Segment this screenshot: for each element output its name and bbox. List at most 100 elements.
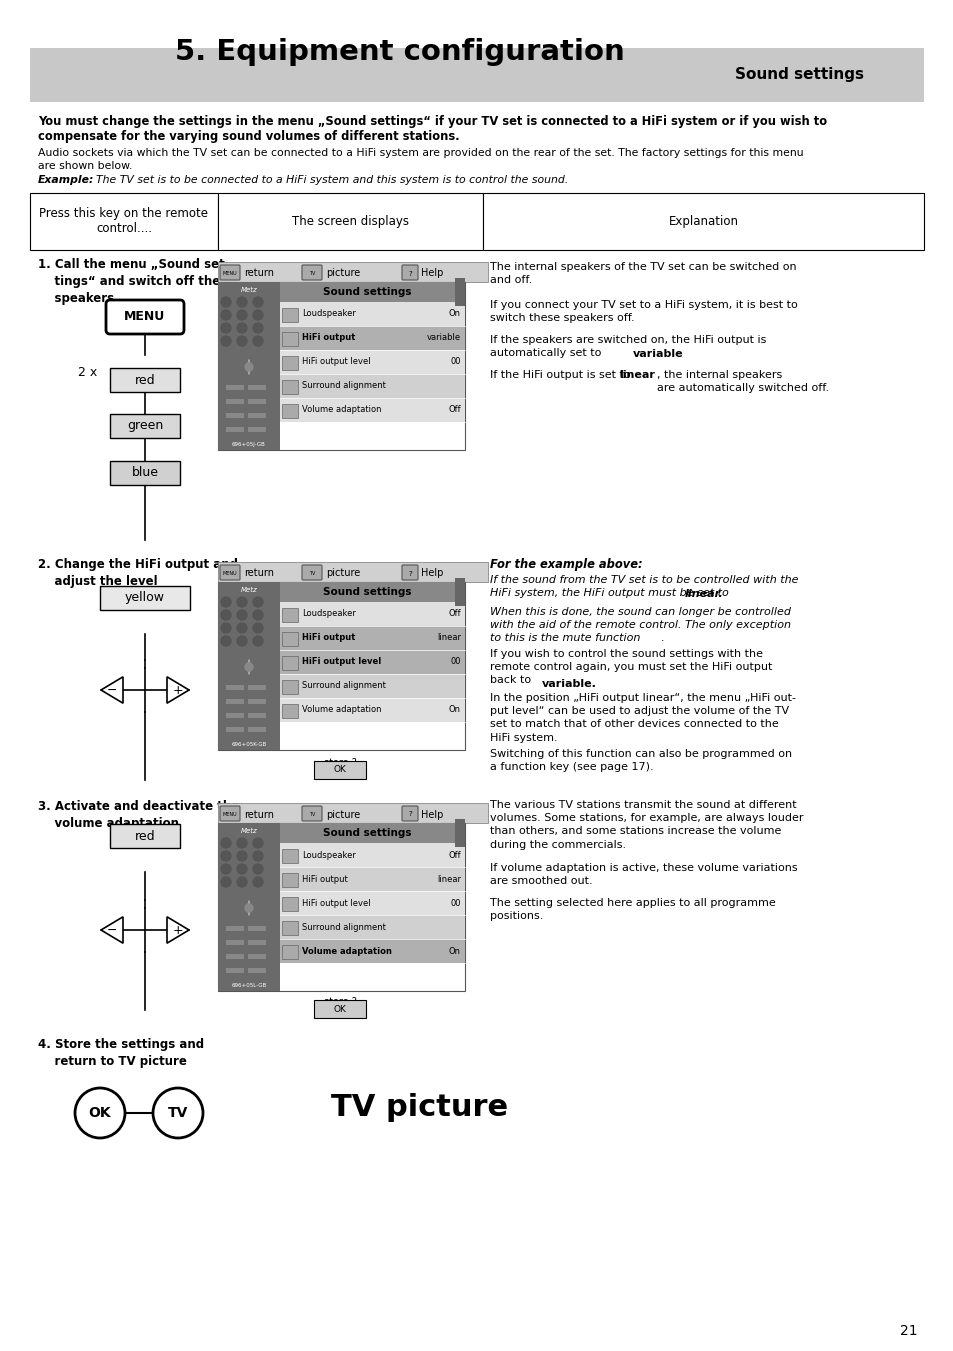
Text: 696+05K-GB: 696+05K-GB bbox=[232, 742, 266, 747]
Bar bbox=[282, 897, 297, 911]
Circle shape bbox=[253, 865, 263, 874]
Text: For the example above:: For the example above: bbox=[490, 558, 642, 571]
Text: If volume adaptation is active, these volume variations
are smoothed out.: If volume adaptation is active, these vo… bbox=[490, 863, 797, 886]
Bar bbox=[455, 278, 464, 305]
Bar bbox=[110, 824, 180, 848]
Bar bbox=[226, 712, 244, 717]
Circle shape bbox=[221, 611, 231, 620]
Circle shape bbox=[221, 865, 231, 874]
FancyBboxPatch shape bbox=[314, 1000, 366, 1019]
Text: return: return bbox=[244, 269, 274, 278]
Text: Switching of this function can also be programmed on
a function key (see page 17: Switching of this function can also be p… bbox=[490, 748, 791, 773]
Circle shape bbox=[221, 636, 231, 646]
Text: In the position „HiFi output linear“, the menu „HiFi out-
put level“ can be used: In the position „HiFi output linear“, th… bbox=[490, 693, 795, 743]
Bar bbox=[218, 823, 464, 992]
Polygon shape bbox=[167, 917, 189, 943]
Text: OK: OK bbox=[334, 766, 346, 774]
Bar bbox=[218, 262, 488, 282]
FancyBboxPatch shape bbox=[302, 565, 322, 580]
Circle shape bbox=[236, 636, 247, 646]
Bar bbox=[280, 399, 464, 422]
Bar bbox=[218, 582, 464, 750]
FancyBboxPatch shape bbox=[220, 265, 240, 280]
Bar bbox=[282, 308, 297, 322]
Bar bbox=[248, 712, 266, 717]
Circle shape bbox=[221, 297, 231, 307]
Text: On: On bbox=[449, 309, 460, 319]
Text: picture: picture bbox=[326, 569, 360, 578]
Text: 4. Store the settings and
    return to TV picture: 4. Store the settings and return to TV p… bbox=[38, 1038, 204, 1069]
Bar bbox=[282, 332, 297, 346]
Bar bbox=[248, 925, 266, 931]
Text: The internal speakers of the TV set can be switched on
and off.: The internal speakers of the TV set can … bbox=[490, 262, 796, 285]
Bar bbox=[226, 698, 244, 704]
Text: Metz: Metz bbox=[240, 828, 257, 834]
Bar bbox=[282, 357, 297, 370]
Bar bbox=[248, 385, 266, 389]
Bar bbox=[218, 282, 280, 450]
Bar bbox=[280, 374, 464, 399]
Bar bbox=[280, 282, 464, 303]
Text: variable.: variable. bbox=[541, 680, 597, 689]
FancyBboxPatch shape bbox=[302, 265, 322, 280]
Circle shape bbox=[221, 597, 231, 607]
Text: red: red bbox=[134, 373, 155, 386]
Bar bbox=[226, 385, 244, 389]
Circle shape bbox=[236, 309, 247, 320]
Text: picture: picture bbox=[326, 269, 360, 278]
Bar bbox=[218, 582, 280, 750]
Bar bbox=[226, 939, 244, 944]
Text: ?: ? bbox=[408, 570, 412, 577]
Text: 1. Call the menu „Sound set-
    tings“ and switch off the
    speakers: 1. Call the menu „Sound set- tings“ and … bbox=[38, 258, 230, 305]
Text: Help: Help bbox=[420, 569, 443, 578]
Text: 2 x: 2 x bbox=[78, 366, 97, 378]
Circle shape bbox=[236, 851, 247, 861]
Bar bbox=[248, 967, 266, 973]
Bar bbox=[218, 282, 464, 450]
Text: 3. Activate and deactivate the
    volume adaptation: 3. Activate and deactivate the volume ad… bbox=[38, 800, 239, 830]
Bar bbox=[110, 413, 180, 438]
Bar bbox=[282, 680, 297, 694]
Bar bbox=[226, 954, 244, 958]
Bar bbox=[226, 925, 244, 931]
Text: , the internal speakers
are automatically switched off.: , the internal speakers are automaticall… bbox=[657, 370, 828, 393]
Bar bbox=[280, 867, 464, 892]
Text: store ?: store ? bbox=[323, 997, 356, 1006]
Circle shape bbox=[236, 623, 247, 634]
Text: MENU: MENU bbox=[124, 311, 166, 323]
Bar bbox=[282, 380, 297, 394]
Circle shape bbox=[221, 851, 231, 861]
Text: 00: 00 bbox=[450, 658, 460, 666]
Text: Volume adaptation: Volume adaptation bbox=[302, 705, 381, 715]
Bar bbox=[280, 350, 464, 374]
Text: ?: ? bbox=[408, 270, 412, 277]
Text: The TV set is to be connected to a HiFi system and this system is to control the: The TV set is to be connected to a HiFi … bbox=[96, 176, 568, 185]
Polygon shape bbox=[167, 677, 189, 704]
Text: +: + bbox=[172, 684, 183, 697]
Bar bbox=[218, 562, 488, 582]
Bar bbox=[248, 399, 266, 404]
Circle shape bbox=[236, 323, 247, 332]
Text: red: red bbox=[134, 830, 155, 843]
Circle shape bbox=[253, 877, 263, 888]
FancyBboxPatch shape bbox=[106, 300, 184, 334]
Circle shape bbox=[236, 597, 247, 607]
Text: Loudspeaker: Loudspeaker bbox=[302, 309, 355, 319]
Bar bbox=[248, 412, 266, 417]
Bar bbox=[226, 967, 244, 973]
Text: HiFi output level: HiFi output level bbox=[302, 658, 381, 666]
Bar bbox=[280, 892, 464, 915]
Circle shape bbox=[221, 323, 231, 332]
Bar bbox=[280, 698, 464, 721]
Bar bbox=[226, 399, 244, 404]
Bar bbox=[280, 303, 464, 326]
FancyBboxPatch shape bbox=[401, 807, 417, 821]
Bar bbox=[226, 427, 244, 431]
Text: Off: Off bbox=[448, 405, 460, 415]
Circle shape bbox=[253, 636, 263, 646]
Circle shape bbox=[236, 877, 247, 888]
Circle shape bbox=[236, 611, 247, 620]
Bar bbox=[110, 367, 180, 392]
Text: Off: Off bbox=[448, 851, 460, 859]
Circle shape bbox=[221, 336, 231, 346]
